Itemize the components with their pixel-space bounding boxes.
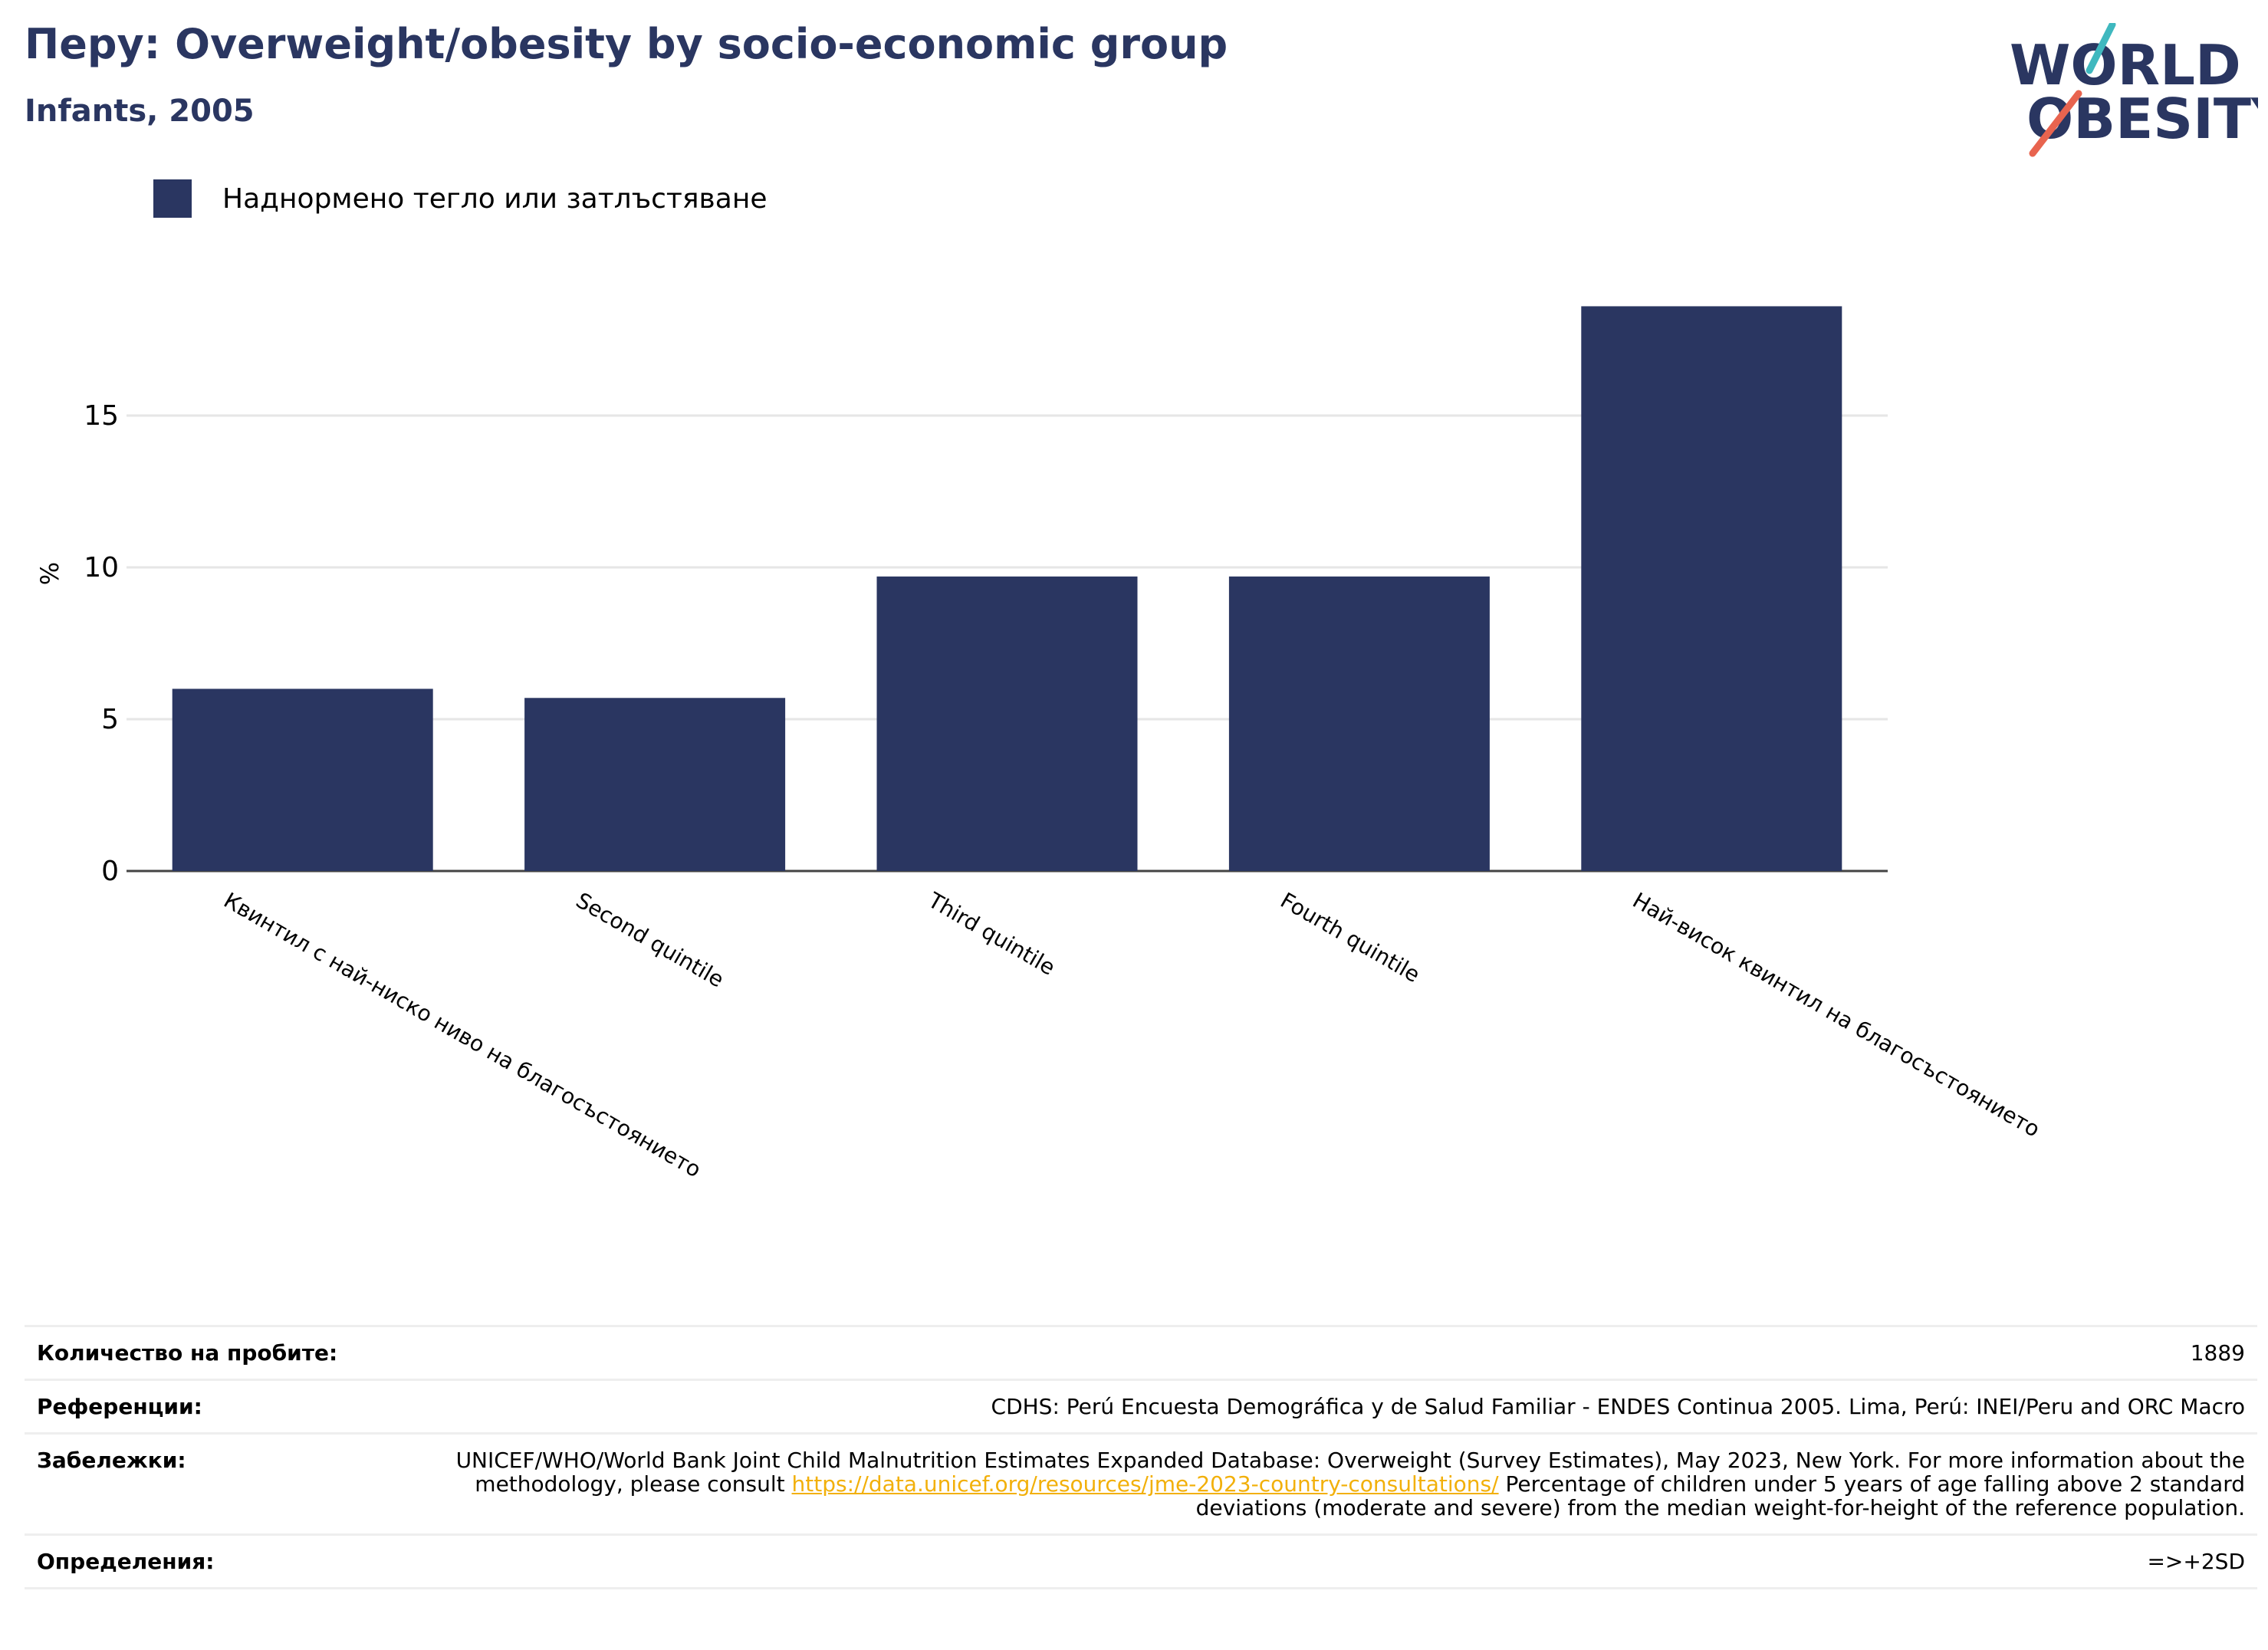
info-row-definitions: Определения: =>+2SD <box>25 1534 2257 1589</box>
bar <box>1581 306 1842 871</box>
y-tick-label: 15 <box>84 400 119 432</box>
info-key: Определения: <box>37 1549 215 1574</box>
logo-slash-coral <box>2029 90 2082 157</box>
info-key: Количество на пробите: <box>37 1340 338 1366</box>
logo-line1: WORLD <box>2010 33 2241 97</box>
x-tick-labels: Квинтил с най-ниско ниво на благосъстоян… <box>219 887 2044 1182</box>
y-tick-label: 5 <box>101 704 119 735</box>
x-tick-label: Най-висок квинтил на благосъстоянието <box>1629 887 2044 1142</box>
y-tick-label: 0 <box>101 856 119 887</box>
bar <box>172 689 433 871</box>
bars <box>172 306 1842 871</box>
methodology-link[interactable]: https://data.unicef.org/resources/jme-20… <box>791 1471 1499 1497</box>
legend-label: Наднормено тегло или затлъстяване <box>222 182 768 215</box>
info-value: UNICEF/WHO/World Bank Joint Child Malnut… <box>417 1434 2257 1535</box>
info-row-notes: Забележки: UNICEF/WHO/World Bank Joint C… <box>25 1433 2257 1535</box>
logo-slash-teal <box>2086 23 2116 74</box>
bar-chart: 0 5 10 15 Квинтил с най-ниско ниво на благо… <box>35 306 2044 1182</box>
info-value: CDHS: Perú Encuesta Demográfica y de Sal… <box>991 1394 2245 1419</box>
page-subtitle: Infants, 2005 <box>25 94 255 129</box>
x-tick-label: Third quintile <box>923 887 1060 981</box>
y-tick-label: 10 <box>84 552 119 583</box>
info-row-references: Референции: CDHS: Perú Encuesta Demográf… <box>25 1379 2257 1434</box>
y-tick-labels: 0 5 10 15 <box>84 400 119 887</box>
x-tick-label: Second quintile <box>572 887 728 992</box>
page-title: Перу: Overweight/obesity by socio-econom… <box>25 20 1228 68</box>
info-table: Количество на пробите: 1889 Референции: … <box>25 1325 2257 1589</box>
notes-text-pre: UNICEF/WHO/World Bank Joint Child Malnut… <box>455 1448 2245 1497</box>
y-axis-label: % <box>35 562 64 585</box>
world-obesity-logo: WORLD OBESITY <box>2010 23 2258 157</box>
x-tick-label: Fourth quintile <box>1276 887 1424 988</box>
bar <box>876 576 1138 871</box>
legend-swatch <box>153 179 192 218</box>
info-row-samples: Количество на пробите: 1889 <box>25 1326 2257 1380</box>
info-value: 1889 <box>2190 1340 2245 1366</box>
info-value: =>+2SD <box>2147 1549 2245 1574</box>
logo-line2: OBESITY <box>2026 87 2258 151</box>
bar <box>524 698 786 871</box>
info-key: Забележки: <box>37 1448 186 1473</box>
legend: Наднормено тегло или затлъстяване <box>153 179 768 218</box>
info-key: Референции: <box>37 1394 202 1419</box>
bar <box>1228 576 1490 871</box>
notes-text-post: Percentage of children under 5 years of … <box>1195 1471 2245 1520</box>
